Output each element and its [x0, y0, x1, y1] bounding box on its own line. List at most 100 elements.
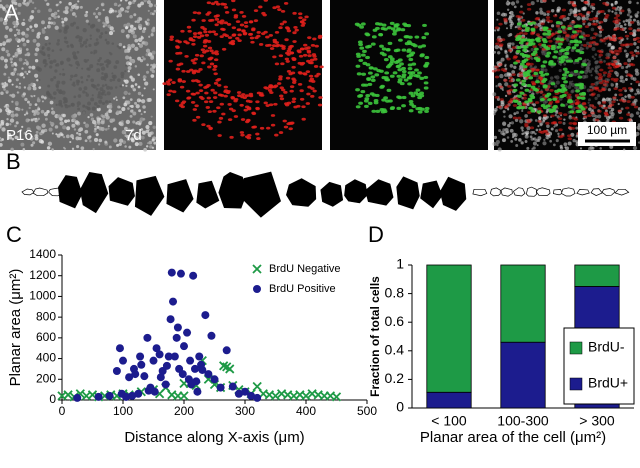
- red-nucleus: [571, 20, 576, 24]
- texture-dot: [588, 107, 592, 111]
- red-nucleus: [582, 44, 588, 47]
- texture-dot: [77, 128, 82, 133]
- texture-dot: [26, 72, 29, 75]
- red-nucleus: [573, 117, 579, 121]
- texture-dot: [590, 74, 593, 77]
- texture-dot: [148, 3, 152, 8]
- texture-dot: [524, 140, 528, 143]
- green-nucleus: [385, 65, 391, 69]
- texture-dot: [55, 103, 58, 106]
- texture-dot: [515, 111, 519, 115]
- red-nucleus: [237, 39, 242, 43]
- texture-dot: [40, 140, 45, 144]
- green-nucleus: [398, 38, 403, 42]
- texture-dot: [56, 42, 60, 46]
- green-nucleus: [419, 91, 424, 95]
- point-x: [225, 364, 235, 374]
- texture-dot: [141, 41, 145, 45]
- green-nucleus: [415, 107, 421, 111]
- green-nucleus: [542, 60, 548, 64]
- cell-outline: [286, 178, 317, 207]
- red-nucleus: [598, 20, 604, 24]
- texture-dot: [567, 141, 572, 146]
- point-circle: [198, 365, 207, 374]
- red-nucleus: [610, 51, 616, 55]
- texture-dot: [508, 121, 512, 125]
- red-nucleus: [291, 65, 296, 69]
- green-nucleus: [401, 69, 407, 74]
- texture-dot: [62, 68, 65, 71]
- green-nucleus: [424, 55, 430, 60]
- texture-dot: [49, 65, 53, 69]
- red-nucleus: [569, 0, 575, 4]
- red-nucleus: [572, 122, 578, 126]
- red-nucleus: [276, 82, 282, 85]
- red-nucleus: [512, 104, 518, 107]
- red-nucleus: [285, 76, 291, 80]
- texture-dot: [586, 65, 590, 70]
- texture-dot: [61, 90, 66, 95]
- red-nucleus: [314, 44, 319, 48]
- texture-dot: [615, 23, 620, 28]
- red-nucleus: [498, 22, 503, 26]
- red-nucleus: [525, 76, 530, 80]
- texture-dot: [76, 101, 81, 106]
- texture-dot: [89, 139, 92, 143]
- green-nucleus: [367, 82, 373, 87]
- green-nucleus: [407, 82, 412, 86]
- point-circle: [192, 377, 201, 386]
- texture-dot: [25, 61, 29, 65]
- point-circle: [162, 361, 171, 370]
- point-circle: [241, 387, 249, 396]
- red-nucleus: [263, 101, 268, 105]
- texture-dot: [587, 101, 590, 104]
- texture-dot: [636, 91, 640, 95]
- texture-dot: [92, 147, 95, 151]
- green-nucleus: [411, 62, 417, 66]
- red-nucleus: [614, 65, 620, 69]
- point-circle: [186, 356, 195, 365]
- red-nucleus: [518, 71, 524, 75]
- texture-dot: [520, 86, 523, 90]
- red-nucleus: [267, 89, 273, 92]
- green-nucleus: [371, 109, 377, 113]
- texture-dot: [30, 143, 34, 147]
- point-circle: [183, 328, 192, 337]
- texture-dot: [0, 136, 2, 140]
- texture-dot: [32, 86, 37, 91]
- green-nucleus: [356, 72, 362, 76]
- green-nucleus: [424, 106, 430, 111]
- red-nucleus: [209, 62, 215, 66]
- texture-dot: [134, 101, 138, 105]
- red-nucleus: [589, 104, 595, 107]
- texture-dot: [622, 20, 626, 23]
- texture-dot: [115, 98, 118, 101]
- red-nucleus: [549, 88, 554, 92]
- green-nucleus: [535, 80, 540, 84]
- texture-dot: [137, 37, 143, 42]
- texture-dot: [0, 125, 2, 129]
- red-nucleus: [571, 3, 576, 7]
- green-nucleus: [401, 48, 407, 52]
- red-nucleus: [268, 103, 274, 107]
- texture-dot: [517, 18, 520, 21]
- texture-dot: [79, 44, 83, 48]
- texture-dot: [127, 66, 132, 71]
- texture-dot: [80, 146, 85, 151]
- texture-dot: [28, 106, 31, 110]
- red-nucleus: [241, 93, 246, 96]
- green-nucleus: [389, 74, 395, 78]
- texture-dot: [637, 107, 640, 111]
- green-nucleus: [533, 47, 539, 51]
- red-nucleus: [180, 29, 185, 33]
- red-nucleus: [611, 62, 616, 66]
- red-nucleus: [263, 30, 268, 34]
- texture-dot: [140, 113, 143, 116]
- red-nucleus: [612, 56, 617, 60]
- cell-outline: [601, 188, 616, 196]
- green-nucleus: [519, 91, 525, 95]
- texture-dot: [101, 101, 105, 105]
- red-nucleus: [594, 42, 600, 46]
- red-nucleus: [297, 50, 302, 54]
- green-nucleus: [557, 42, 563, 46]
